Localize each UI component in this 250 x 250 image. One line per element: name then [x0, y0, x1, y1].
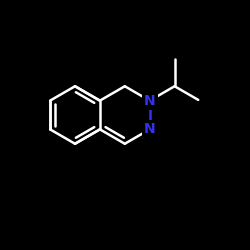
Text: N: N — [144, 94, 156, 108]
Text: N: N — [144, 122, 156, 136]
